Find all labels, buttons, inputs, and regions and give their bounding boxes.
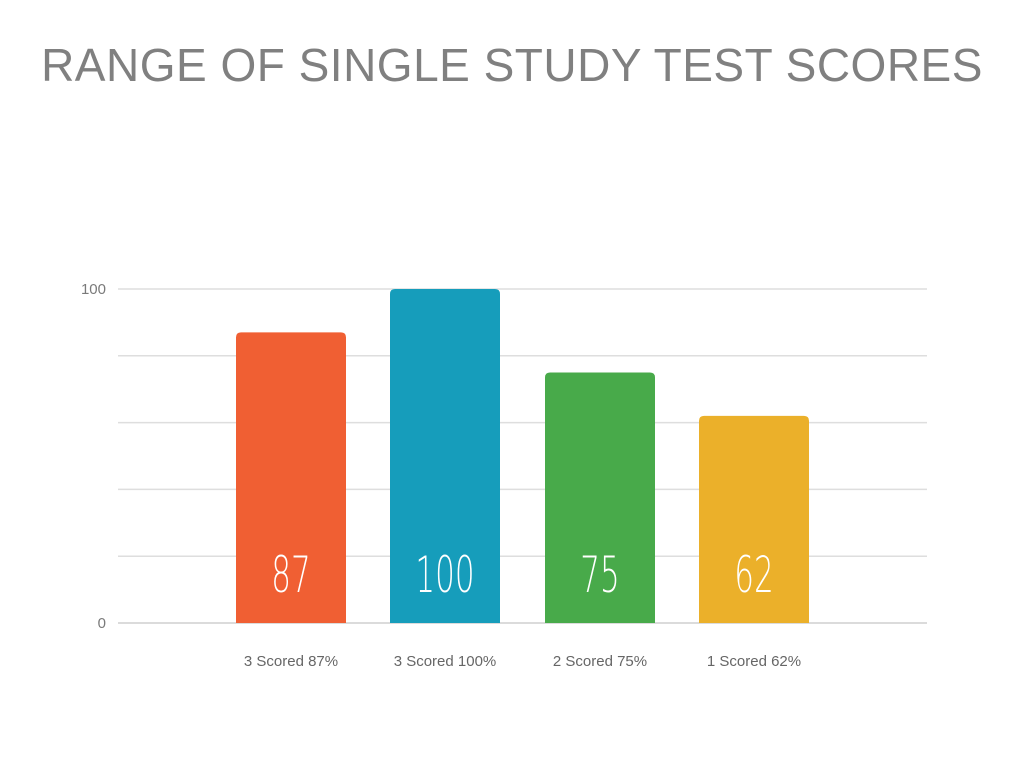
bar (236, 332, 346, 623)
bar-value-label: 62 (734, 545, 773, 604)
y-tick-label: 100 (81, 281, 106, 298)
y-tick-label: 0 (98, 615, 106, 632)
x-category-label: 2 Scored 75% (553, 653, 647, 670)
bar-value-label: 100 (415, 545, 474, 604)
bar (545, 372, 655, 623)
x-category-label: 3 Scored 100% (394, 653, 497, 670)
bar (390, 289, 500, 623)
x-category-label: 3 Scored 87% (244, 653, 338, 670)
bar (699, 415, 809, 623)
bar-value-label: 75 (580, 545, 619, 604)
x-category-label: 1 Scored 62% (707, 653, 801, 670)
chart-title: RANGE OF SINGLE STUDY TEST SCORES (41, 39, 983, 91)
bar-value-label: 87 (271, 545, 310, 604)
